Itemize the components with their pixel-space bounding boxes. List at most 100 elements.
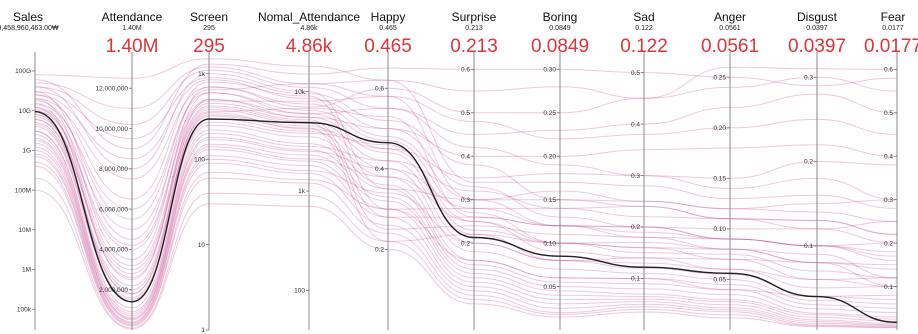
data-line-27 xyxy=(34,73,898,222)
data-line-40 xyxy=(34,107,898,275)
data-line-14 xyxy=(34,129,898,318)
tick-label: 1G xyxy=(22,148,31,155)
tick-label: 0.3 xyxy=(461,197,470,204)
axis-name[interactable]: Sad xyxy=(633,10,654,24)
data-line-35 xyxy=(34,139,898,320)
axis-5[interactable]: 0.6 0.5 0.4 0.3 0.2 xyxy=(461,52,475,330)
tick-label: 10k xyxy=(295,89,306,96)
axis-name[interactable]: Boring xyxy=(543,10,578,24)
tick-label: 0.3 xyxy=(631,173,640,180)
tick-label: 10,000,000 xyxy=(95,126,128,133)
tick-label: 0.6 xyxy=(375,85,384,92)
data-line-22 xyxy=(34,189,898,330)
data-line-9 xyxy=(34,102,898,289)
axis-selected-value: 0.122 xyxy=(635,25,653,32)
data-line-26 xyxy=(34,112,898,295)
tick-label: 4,000,000 xyxy=(99,247,128,254)
axis-big-value: 1.40M xyxy=(106,36,159,57)
data-line-11 xyxy=(34,114,898,305)
axis-selected-value: 295 xyxy=(203,25,215,32)
axis-big-value: 0.465 xyxy=(364,36,412,57)
axis-name[interactable]: Fear xyxy=(881,10,906,24)
tick-label: 0.05 xyxy=(713,277,726,284)
tick-label: 0.2 xyxy=(375,247,384,254)
tick-label: 6,000,000 xyxy=(99,206,128,213)
tick-label: 0.3 xyxy=(804,74,813,81)
data-line-6 xyxy=(34,86,898,247)
axis-name[interactable]: Happy xyxy=(371,10,406,24)
axes-layer: 100G 10G 1G 100M 10M 1M 100k 12,000,000 10,000,0… xyxy=(15,52,898,334)
tick-label: 12,000,000 xyxy=(95,85,128,92)
axis-name[interactable]: Anger xyxy=(714,10,746,24)
axis-2[interactable]: 1k 100 10 1 xyxy=(194,52,210,334)
axis-name[interactable]: Surprise xyxy=(452,10,497,24)
tick-label: 8,000,000 xyxy=(99,166,128,173)
data-line-3 xyxy=(34,69,898,179)
axis-name[interactable]: Disgust xyxy=(797,10,838,24)
tick-label: 0.2 xyxy=(631,224,640,231)
axis-name[interactable]: Sales xyxy=(13,10,43,24)
axis-big-value: 4.86k xyxy=(286,36,333,57)
tick-label: 0.15 xyxy=(543,197,556,204)
tick-label: 0.5 xyxy=(461,110,470,117)
data-line-17 xyxy=(34,146,898,324)
tick-label: 0.10 xyxy=(543,240,556,247)
tick-label: 0.2 xyxy=(884,240,893,247)
tick-label: 0.2 xyxy=(461,240,470,247)
tick-label: 0.6 xyxy=(884,67,893,74)
data-line-41 xyxy=(34,121,898,299)
data-line-29 xyxy=(34,105,898,267)
data-line-25 xyxy=(34,98,898,281)
tick-label: 0.4 xyxy=(884,153,893,160)
data-line-39 xyxy=(34,95,898,246)
tick-label: 1 xyxy=(201,327,205,334)
tick-label: 0.05 xyxy=(543,284,556,291)
tick-label: 0.3 xyxy=(884,197,893,204)
axis-9[interactable]: 0.3 0.2 0.1 xyxy=(804,52,818,330)
axis-4[interactable]: 0.6 0.4 0.2 xyxy=(375,52,389,330)
tick-label: 0.5 xyxy=(884,110,893,117)
axis-name[interactable]: Screen xyxy=(190,10,228,24)
tick-label: 0.20 xyxy=(543,153,556,160)
data-line-15 xyxy=(34,136,898,320)
tick-label: 0.2 xyxy=(804,159,813,166)
axis-6[interactable]: 0.30 0.25 0.20 0.15 0.10 0.05 xyxy=(543,52,561,330)
tick-label: 0.1 xyxy=(884,284,893,291)
axis-8[interactable]: 0.25 0.20 0.15 0.10 0.05 xyxy=(713,52,731,330)
tick-label: 10 xyxy=(198,242,206,249)
tick-label: 0.20 xyxy=(713,125,726,132)
data-line-30 xyxy=(34,109,898,279)
tick-label: 100 xyxy=(194,156,205,163)
data-line-24 xyxy=(34,92,898,261)
tick-label: 0.10 xyxy=(713,226,726,233)
axis-0[interactable]: 100G 10G 1G 100M 10M 1M 100k xyxy=(15,52,36,330)
tick-label: 1k xyxy=(198,71,206,78)
axis-1[interactable]: 12,000,000 10,000,000 8,000,000 6,000,000 4,… xyxy=(95,52,133,330)
tick-label: 0.4 xyxy=(461,153,470,160)
tick-label: 10M xyxy=(18,227,31,234)
data-lines-layer xyxy=(34,58,898,330)
axis-big-value: 0.0849 xyxy=(531,36,589,57)
axis-big-value: 295 xyxy=(193,36,225,57)
axis-big-value: 0.0561 xyxy=(701,36,759,57)
data-line-20 xyxy=(34,165,898,327)
data-line-38 xyxy=(34,79,898,220)
data-line-34 xyxy=(34,134,898,317)
data-line-33 xyxy=(34,130,898,313)
tick-label: 100 xyxy=(294,288,305,295)
axis-3[interactable]: 10k 1k 100 xyxy=(294,52,310,330)
data-line-4 xyxy=(34,77,898,210)
tick-label: 0.25 xyxy=(713,74,726,81)
data-line-2 xyxy=(34,66,898,140)
axis-name[interactable]: Nomal_Attendance xyxy=(258,10,360,24)
tick-label: 10G xyxy=(19,108,31,115)
tick-label: 0.25 xyxy=(543,110,556,117)
axis-selected-value: 0.213 xyxy=(465,25,483,32)
axis-7[interactable]: 0.5 0.4 0.3 0.2 0.1 xyxy=(631,52,645,330)
axis-selected-value: 9,458,960,463.00₩ xyxy=(0,25,59,32)
axis-10[interactable]: 0.6 0.5 0.4 0.3 0.2 0.1 xyxy=(884,52,898,330)
data-line-19 xyxy=(34,156,898,327)
highlight-line-layer xyxy=(34,110,898,323)
data-line-16 xyxy=(34,142,898,322)
axis-name[interactable]: Attendance xyxy=(102,10,163,24)
